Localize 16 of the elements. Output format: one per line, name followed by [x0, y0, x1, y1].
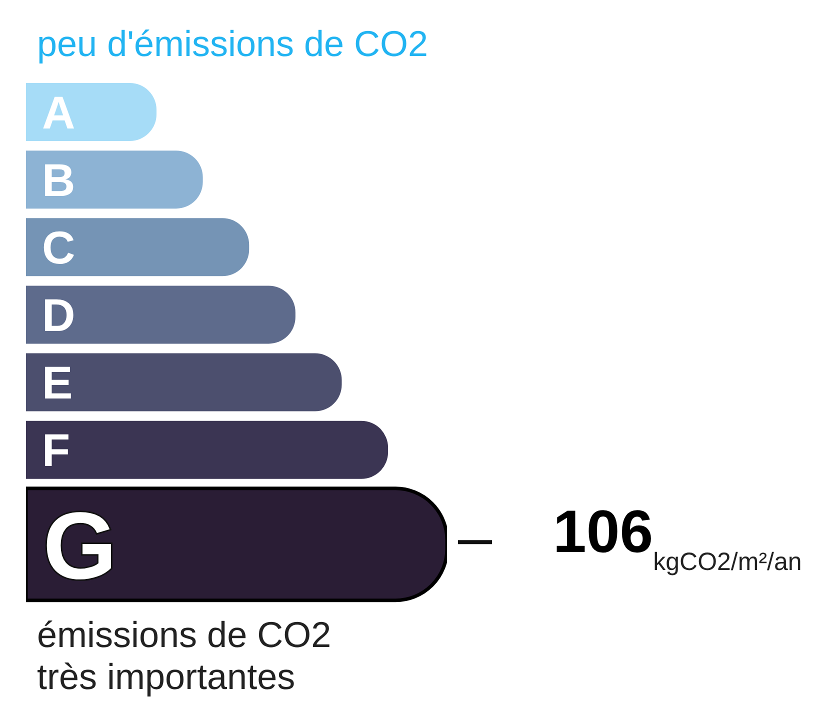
bar — [26, 218, 250, 276]
y-tick-label: B — [42, 154, 76, 206]
y-tick-label: E — [42, 356, 73, 409]
y-tick-label: A — [42, 86, 76, 138]
bar — [26, 83, 157, 141]
bar — [26, 420, 388, 479]
y-tick-label: C — [42, 221, 76, 274]
y-tick-label: F — [42, 424, 70, 476]
bar — [26, 150, 203, 209]
chart-title: peu d'émissions de CO2 — [37, 23, 428, 64]
bar — [26, 353, 342, 412]
y-tick-label: D — [42, 289, 76, 342]
y-tick-label: G — [43, 493, 117, 600]
text: 106$_{kgCO2/m²/an}$ — [553, 498, 802, 576]
text: émissions de CO2 très importantes — [37, 614, 332, 698]
bar — [26, 286, 296, 344]
